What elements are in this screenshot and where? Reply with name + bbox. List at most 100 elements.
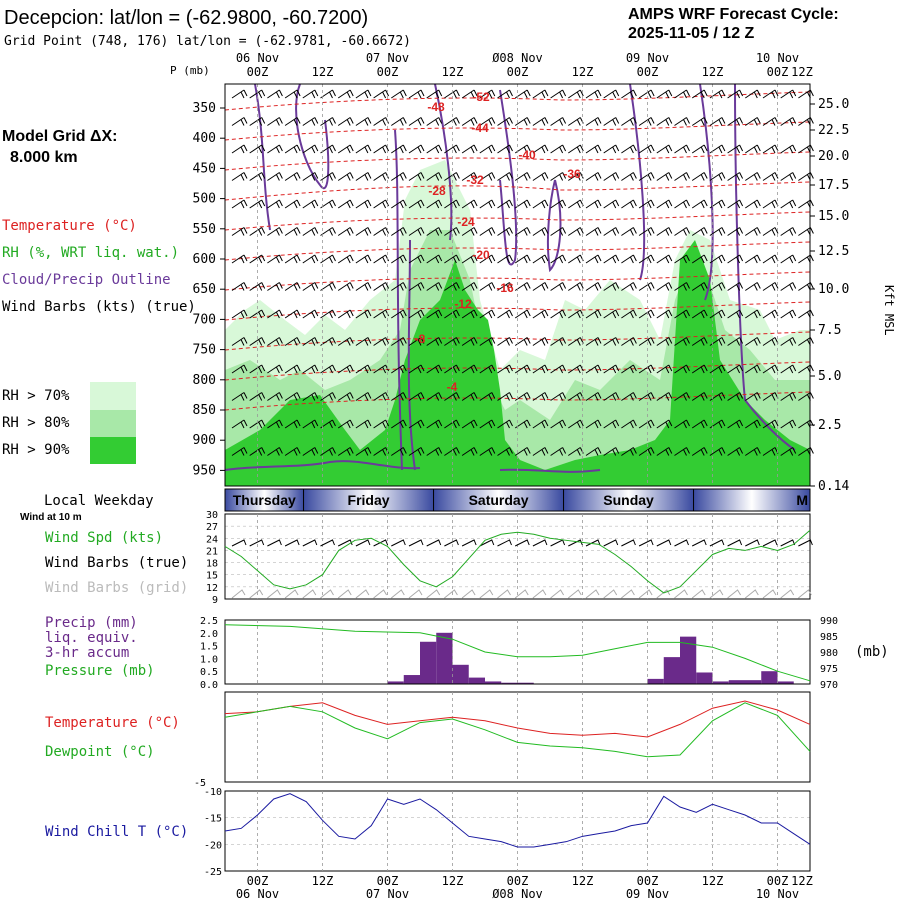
wind-barb-true — [798, 539, 813, 547]
legend-rh70-swatch — [90, 382, 136, 410]
wind-barb — [603, 392, 620, 401]
wind-barb — [337, 172, 354, 181]
wind-barb — [532, 337, 549, 346]
wind-barb — [745, 89, 761, 99]
wind-barb — [267, 172, 283, 181]
wind-barb — [373, 282, 390, 291]
wind-barb — [691, 447, 708, 456]
wind-barb — [585, 419, 602, 429]
wind-barb — [497, 199, 513, 209]
wind-barb — [461, 337, 478, 346]
wind-barb — [302, 89, 319, 99]
wind-barb — [231, 364, 248, 374]
wind-barb — [603, 419, 620, 429]
pressure-label: Pressure (mb) — [45, 663, 155, 679]
wind-barb-true — [603, 539, 619, 547]
wind-barb — [426, 227, 443, 236]
wind-speed-tick: 27 — [206, 522, 218, 533]
wind-barb — [231, 447, 248, 456]
wind-barb-true — [267, 539, 282, 547]
wind-barb — [550, 282, 567, 291]
wind-barb-grid — [497, 589, 511, 599]
wind-barb — [408, 89, 425, 99]
wind-barb — [320, 117, 336, 126]
precip-bar — [696, 672, 713, 684]
wind-barb — [302, 172, 319, 181]
wind-barb — [426, 392, 443, 401]
wind-barb — [461, 447, 478, 456]
temperature-contour-label: -12 — [454, 297, 472, 311]
wind-barb — [603, 172, 620, 181]
wind-barb-true — [780, 539, 796, 547]
wind-speed-tick: 24 — [206, 534, 218, 545]
wind-barb — [656, 89, 673, 99]
wind-barb-true — [284, 539, 300, 547]
wind-barb — [249, 144, 266, 154]
wind-barb — [249, 282, 266, 291]
wind-barb — [267, 392, 283, 401]
cloud-outline-1 — [224, 83, 796, 473]
wind-barb — [391, 447, 407, 456]
bottom-date-labels: 06 Nov 07 Nov Ø08 Nov 09 Nov 10 Nov — [236, 887, 799, 900]
kft-tick-label: 20.0 — [818, 149, 849, 164]
wind-barb — [391, 309, 407, 319]
wind-speed-tick: 12 — [206, 583, 218, 594]
wind-barb — [709, 364, 726, 374]
wind-barb — [337, 144, 354, 154]
wind-barb — [585, 117, 602, 126]
wind-barb-grid — [780, 589, 795, 599]
precip-bar — [485, 681, 502, 684]
wind-barb-true — [514, 539, 530, 547]
wind-barb-true — [373, 539, 389, 547]
wind-barb — [391, 144, 407, 154]
wind-barb — [444, 337, 460, 346]
top-hour-label: 00Z — [377, 65, 399, 79]
wind-barb — [408, 419, 425, 429]
wind-barb — [355, 254, 372, 264]
wind-barb — [479, 337, 496, 346]
wind-barb — [461, 144, 478, 154]
kft-tick-label: 12.5 — [818, 244, 849, 259]
top-hour-label: 00Z — [637, 65, 659, 79]
wind-barb — [691, 227, 708, 236]
wind-barb — [727, 447, 744, 456]
wind-barb — [745, 364, 761, 374]
wind-barb — [762, 282, 779, 291]
wind-barb — [550, 447, 567, 456]
top-hour-label: 00Z — [507, 65, 529, 79]
wind-barb — [267, 227, 283, 236]
kft-tick-label: 10.0 — [818, 282, 849, 297]
wind-barb — [532, 447, 549, 456]
wind-barb — [674, 254, 690, 264]
kft-tick-label: 7.5 — [818, 323, 841, 338]
wind-barb — [550, 199, 567, 209]
wind-barb — [621, 172, 637, 181]
weekday-label: Thursday — [233, 492, 296, 508]
wind-barb — [674, 117, 690, 126]
pressure-tick: 990 — [820, 616, 838, 627]
wind-barb — [391, 419, 407, 429]
rh90-region — [225, 240, 810, 486]
wind-barb — [267, 282, 283, 291]
wind-barb — [320, 447, 336, 456]
wind-barb — [674, 309, 690, 319]
wind-barb — [656, 254, 673, 264]
wind-barb — [621, 282, 637, 291]
wind-barb — [727, 144, 744, 154]
wind-barb — [674, 199, 690, 209]
precip-bar — [647, 678, 664, 684]
wind-barb-grid — [320, 589, 334, 599]
weekday-label: Sunday — [603, 492, 654, 508]
wind-barb — [691, 117, 708, 126]
wind-speed-tick: 15 — [206, 571, 218, 582]
wind-barb-grid — [461, 589, 476, 599]
wind-barb — [444, 227, 460, 236]
wind-barb — [355, 282, 372, 291]
wind-barb — [444, 392, 460, 401]
precip-tick: 0.5 — [200, 667, 218, 678]
wind-barb — [249, 309, 266, 319]
wind-barb — [479, 419, 496, 429]
wind-barb — [638, 364, 655, 374]
model-grid-value: 8.000 km — [10, 149, 78, 166]
